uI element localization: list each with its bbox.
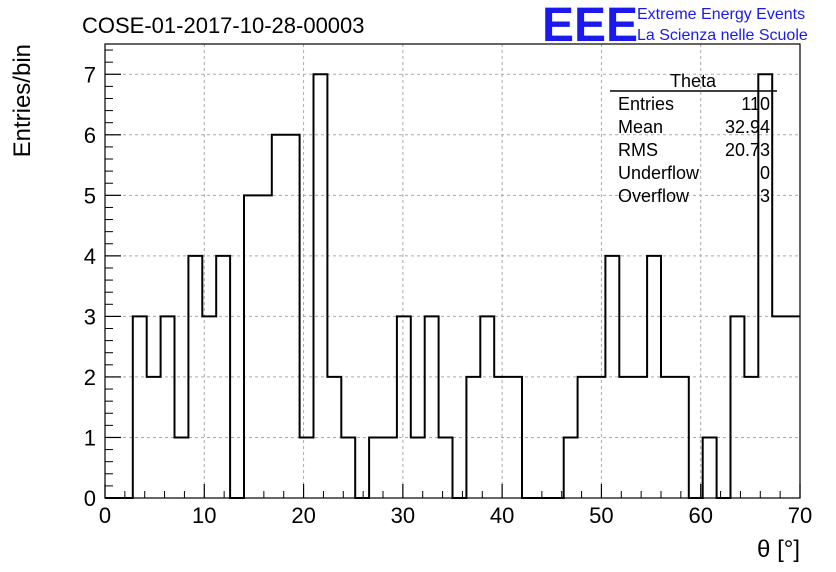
histogram-bin xyxy=(300,437,314,498)
stats-label: Entries xyxy=(618,94,674,114)
x-tick-label: 70 xyxy=(788,503,812,528)
y-tick-label: 6 xyxy=(84,123,96,148)
histogram-outline xyxy=(105,73,800,499)
histogram-bin xyxy=(175,437,189,498)
x-axis-label: θ [°] xyxy=(757,536,800,563)
y-tick-label: 4 xyxy=(84,244,96,269)
x-tick-label: 50 xyxy=(589,503,613,528)
histogram-bin xyxy=(216,256,230,498)
histogram-bin xyxy=(369,437,383,498)
y-axis-label: Entries/bin xyxy=(9,44,36,157)
histogram-bin xyxy=(480,316,494,498)
histogram-bin xyxy=(314,74,328,498)
histogram-bin xyxy=(439,437,453,498)
histogram-bin xyxy=(258,195,272,498)
y-tick-label: 3 xyxy=(84,304,96,329)
histogram-bin xyxy=(758,74,772,498)
eee-logo: EEE Extreme Energy Events La Scienza nel… xyxy=(542,0,808,52)
chart-title: COSE-01-2017-10-28-00003 xyxy=(82,13,365,38)
histogram-bin xyxy=(425,316,439,498)
x-tick-label: 60 xyxy=(688,503,712,528)
histogram-bin xyxy=(341,437,355,498)
histogram-bin xyxy=(161,316,175,498)
histogram-bin xyxy=(772,316,786,498)
stats-value: 0 xyxy=(760,163,770,183)
x-tick-label: 40 xyxy=(490,503,514,528)
histogram-bin xyxy=(133,316,147,498)
y-tick-label: 2 xyxy=(84,365,96,390)
histogram-bin xyxy=(731,316,745,498)
y-tick-label: 5 xyxy=(84,183,96,208)
stats-title: Theta xyxy=(670,71,717,91)
stats-box: Theta Entries 110 Mean 32.94 RMS 20.73 Underfl… xyxy=(610,71,777,206)
stats-label: RMS xyxy=(618,140,658,160)
histogram-bin xyxy=(703,437,717,498)
x-tick-label: 0 xyxy=(99,503,111,528)
stats-value: 32.94 xyxy=(725,117,770,137)
stats-rows: Entries 110 Mean 32.94 RMS 20.73 Underflow 0 Ove… xyxy=(618,94,770,206)
x-tick-label: 20 xyxy=(291,503,315,528)
y-tick-label: 1 xyxy=(84,425,96,450)
histogram-bin xyxy=(411,437,425,498)
axis-ticks xyxy=(104,49,801,499)
histogram-bin xyxy=(564,437,578,498)
plot-frame xyxy=(104,43,801,499)
x-tick-label: 10 xyxy=(192,503,216,528)
logo-line2: La Scienza nelle Scuole xyxy=(637,27,808,44)
histogram-bin xyxy=(397,316,411,498)
logo-mark: EEE xyxy=(542,0,638,52)
stats-value: 110 xyxy=(741,94,770,114)
histogram-bin xyxy=(744,377,758,498)
histogram-bin xyxy=(383,437,397,498)
y-tick-label: 7 xyxy=(84,62,96,87)
stats-value: 3 xyxy=(760,186,770,206)
x-tick-label: 30 xyxy=(391,503,415,528)
logo-line1: Extreme Energy Events xyxy=(637,6,805,23)
histogram-bin xyxy=(786,316,800,498)
stats-label: Underflow xyxy=(618,163,700,183)
stats-label: Overflow xyxy=(618,186,690,206)
y-tick-label: 0 xyxy=(84,486,96,511)
stats-label: Mean xyxy=(618,117,663,137)
histogram-bin xyxy=(244,195,258,498)
stats-value: 20.73 xyxy=(725,140,770,160)
grid-lines xyxy=(105,44,800,498)
